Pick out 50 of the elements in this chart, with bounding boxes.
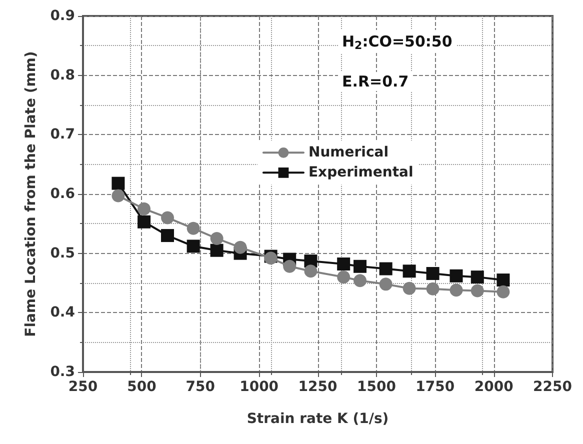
y-tick-label: 0.5 bbox=[50, 245, 75, 262]
x-axis-title: Strain rate K (1/s) bbox=[246, 411, 389, 427]
y-tick-label: 0.7 bbox=[50, 126, 75, 143]
point bbox=[186, 240, 200, 253]
point bbox=[112, 176, 125, 190]
y-tick-label: 0.8 bbox=[50, 67, 75, 84]
x-tick-label: 2250 bbox=[533, 379, 572, 395]
point bbox=[470, 270, 484, 284]
x-tick-label: 1000 bbox=[240, 379, 279, 395]
point bbox=[161, 211, 174, 224]
legend-label: Numerical bbox=[308, 144, 388, 161]
point bbox=[138, 215, 151, 228]
legend-label: Experimental bbox=[308, 164, 414, 181]
x-tick-label: 500 bbox=[127, 379, 157, 395]
point bbox=[450, 284, 463, 297]
point bbox=[470, 284, 484, 298]
point bbox=[354, 274, 367, 288]
x-tick-label: 1500 bbox=[356, 379, 396, 395]
point bbox=[337, 258, 350, 271]
x-tick-label: 250 bbox=[68, 379, 98, 395]
point bbox=[426, 282, 440, 296]
x-tick-label: 1250 bbox=[298, 379, 338, 395]
y-tick-label: 0.3 bbox=[50, 364, 75, 380]
annotation: E.R=0.7 bbox=[342, 72, 409, 90]
point bbox=[379, 262, 392, 276]
x-tick-label: 1750 bbox=[416, 379, 455, 395]
point bbox=[304, 264, 318, 278]
point bbox=[354, 260, 367, 273]
point bbox=[402, 264, 416, 278]
y-axis-title: Flame Location from the Plate (mm) bbox=[23, 51, 39, 337]
point bbox=[402, 282, 416, 295]
y-tick-label: 0.6 bbox=[50, 186, 75, 202]
point bbox=[210, 232, 224, 245]
point bbox=[426, 267, 440, 280]
point bbox=[496, 274, 510, 287]
point bbox=[450, 269, 463, 282]
point bbox=[379, 278, 392, 291]
point bbox=[283, 260, 296, 273]
point bbox=[112, 189, 125, 202]
point bbox=[210, 244, 224, 257]
point bbox=[138, 202, 151, 216]
point bbox=[161, 229, 174, 242]
point bbox=[337, 270, 350, 284]
y-tick-label: 0.9 bbox=[50, 8, 75, 24]
point bbox=[496, 285, 510, 298]
x-tick-label: 750 bbox=[186, 379, 216, 395]
point bbox=[186, 222, 200, 235]
x-tick-label: 2000 bbox=[474, 379, 514, 395]
point bbox=[234, 240, 247, 254]
y-tick-label: 0.4 bbox=[50, 304, 76, 321]
